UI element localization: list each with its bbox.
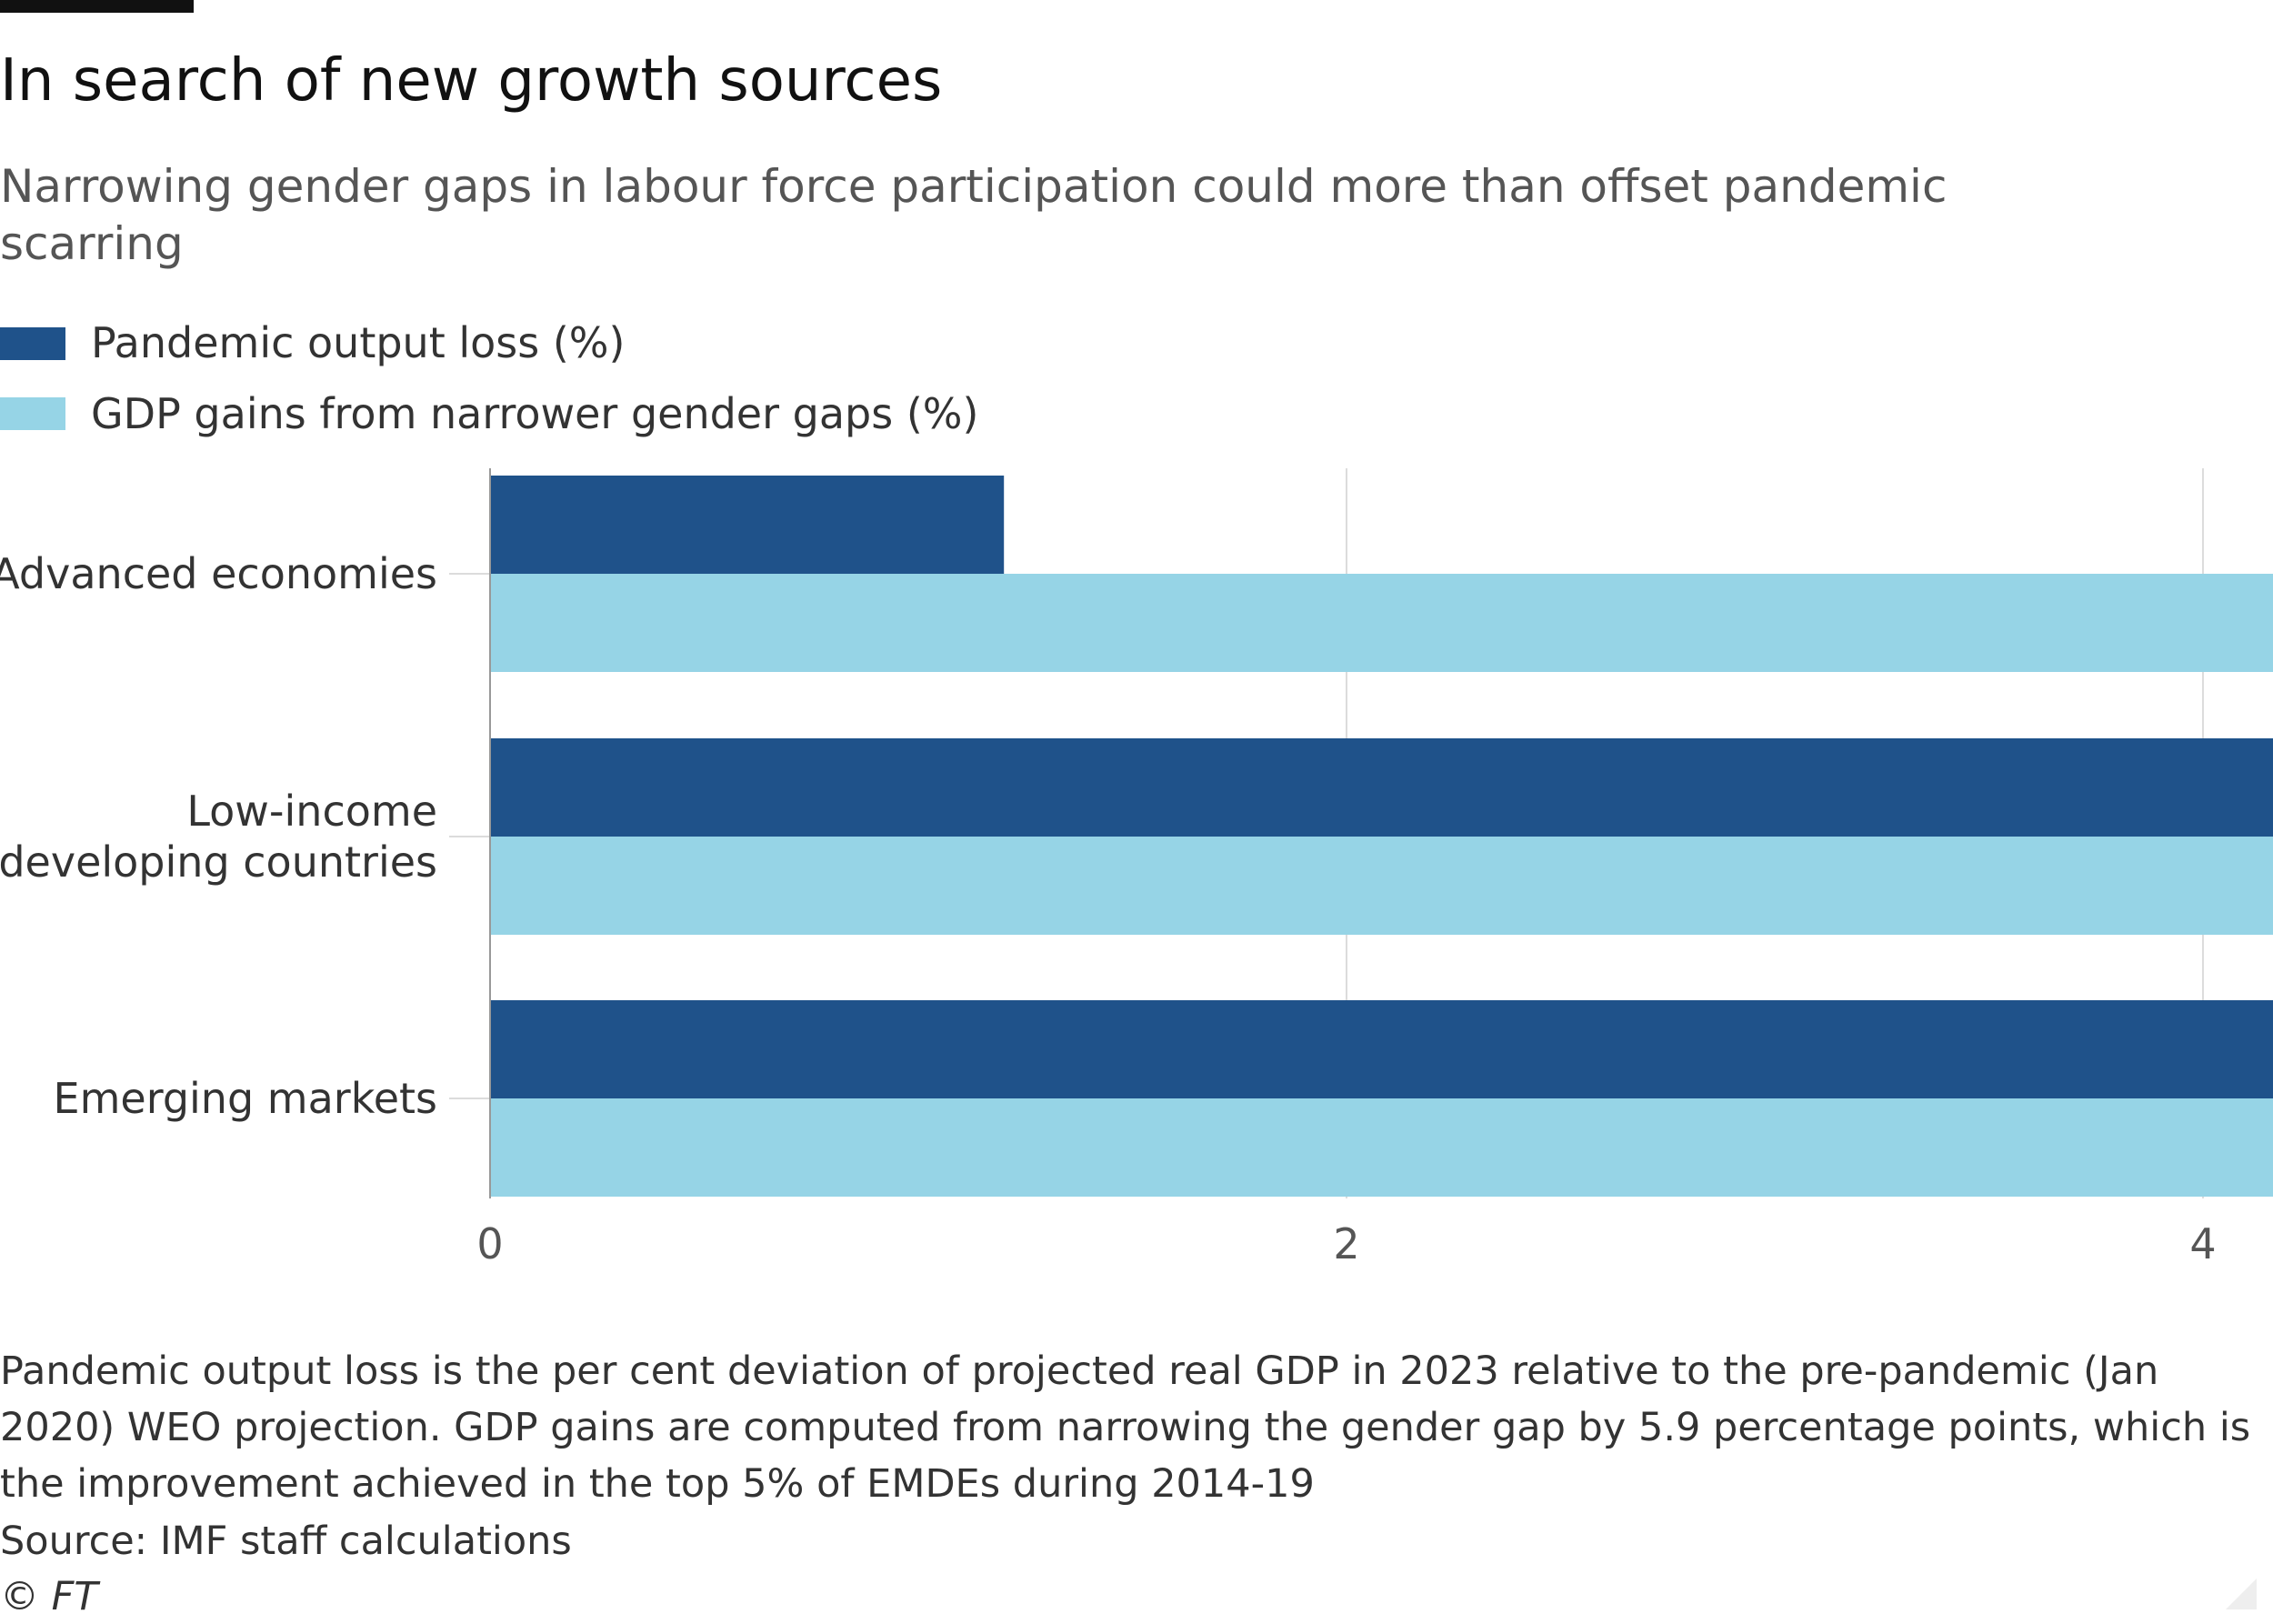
legend-label-pandemic-loss: Pandemic output loss (%) bbox=[91, 318, 625, 367]
category-label-2: Emerging markets bbox=[54, 1074, 437, 1123]
chart-subtitle-line-2: scarring bbox=[0, 217, 184, 270]
legend-label-gdp-gains: GDP gains from narrower gender gaps (%) bbox=[91, 389, 978, 438]
footnote-line-2: 2020) WEO projection. GDP gains are comp… bbox=[0, 1405, 2250, 1450]
bar-gdp-gains-1 bbox=[490, 837, 2273, 935]
x-tick-label-4: 4 bbox=[2189, 1219, 2216, 1268]
legend-item-gdp-gains: GDP gains from narrower gender gaps (%) bbox=[0, 389, 978, 438]
source-note: Source: IMF staff calculations bbox=[0, 1519, 572, 1564]
legend: Pandemic output loss (%) GDP gains from … bbox=[0, 318, 978, 438]
bar-gdp-gains-0 bbox=[490, 574, 2273, 672]
footnote-line-1: Pandemic output loss is the per cent dev… bbox=[0, 1348, 2158, 1394]
bar-pandemic-loss-2 bbox=[490, 1000, 2273, 1098]
x-tick-label-2: 2 bbox=[1333, 1219, 1359, 1268]
legend-item-pandemic-loss: Pandemic output loss (%) bbox=[0, 318, 625, 367]
title-rule bbox=[0, 0, 194, 13]
bar-pandemic-loss-1 bbox=[490, 738, 2273, 837]
chart-subtitle-line-1: Narrowing gender gaps in labour force pa… bbox=[0, 160, 1947, 213]
chart-title: In search of new growth sources bbox=[0, 47, 942, 115]
bar-gdp-gains-2 bbox=[490, 1098, 2273, 1197]
corner-mark bbox=[2226, 1579, 2257, 1609]
category-label-1-line-1: Low-income bbox=[186, 787, 437, 836]
category-label-1-line-2: developing countries bbox=[0, 837, 437, 887]
x-tick-label-0: 0 bbox=[476, 1219, 503, 1268]
footnote-line-3: the improvement achieved in the top 5% o… bbox=[0, 1461, 1315, 1507]
ft-credit: © FT bbox=[0, 1574, 101, 1619]
category-label-0: Advanced economies bbox=[0, 549, 437, 598]
legend-swatch-pandemic-loss bbox=[0, 327, 65, 360]
bar-pandemic-loss-0 bbox=[490, 476, 1005, 574]
legend-swatch-gdp-gains bbox=[0, 397, 65, 430]
